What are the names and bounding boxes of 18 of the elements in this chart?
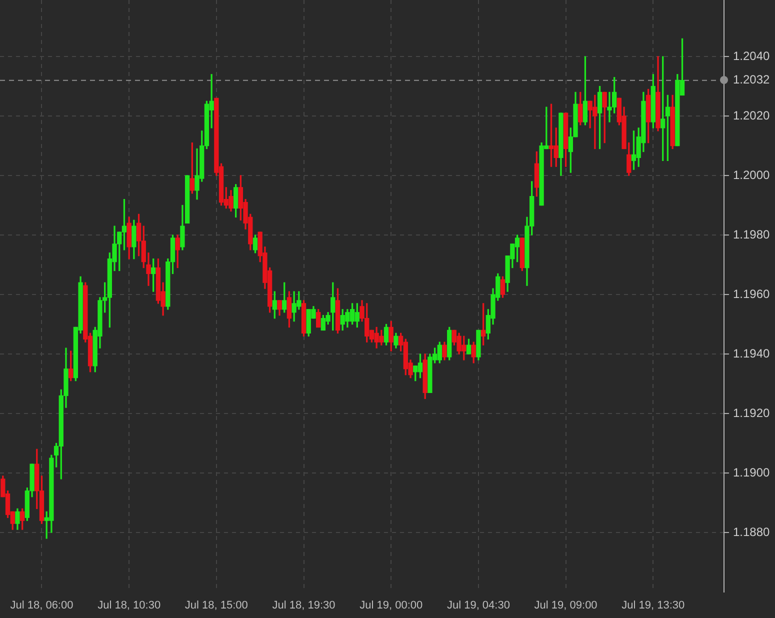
y-tick-label: 1.2020 bbox=[733, 108, 770, 122]
y-tick-label: 1.1880 bbox=[733, 524, 770, 539]
y-tick-label: 1.1920 bbox=[733, 406, 770, 420]
y-tick-label: 1.2040 bbox=[733, 48, 770, 63]
x-tick-label: Jul 19, 04:30 bbox=[446, 600, 510, 612]
y-tick-label: 1.2000 bbox=[733, 168, 770, 182]
y-tick-label: 1.1900 bbox=[733, 465, 770, 480]
x-tick-label: Jul 19, 00:00 bbox=[360, 600, 423, 612]
y-tick-label: 1.1980 bbox=[733, 227, 770, 242]
x-tick-label: Jul 19, 09:00 bbox=[534, 600, 598, 612]
x-tick-label: Jul 19, 13:30 bbox=[622, 600, 685, 612]
x-tick-label: Jul 18, 06:00 bbox=[10, 600, 74, 612]
x-tick-label: Jul 18, 19:30 bbox=[272, 600, 336, 612]
y-tick-label: 1.1960 bbox=[733, 286, 770, 301]
x-tick-label: Jul 18, 15:00 bbox=[184, 600, 248, 612]
y-tick-label: 1.1940 bbox=[733, 346, 770, 360]
x-tick-label: Jul 18, 10:30 bbox=[98, 600, 161, 612]
ref-line-label: 1.2032 bbox=[733, 72, 770, 87]
